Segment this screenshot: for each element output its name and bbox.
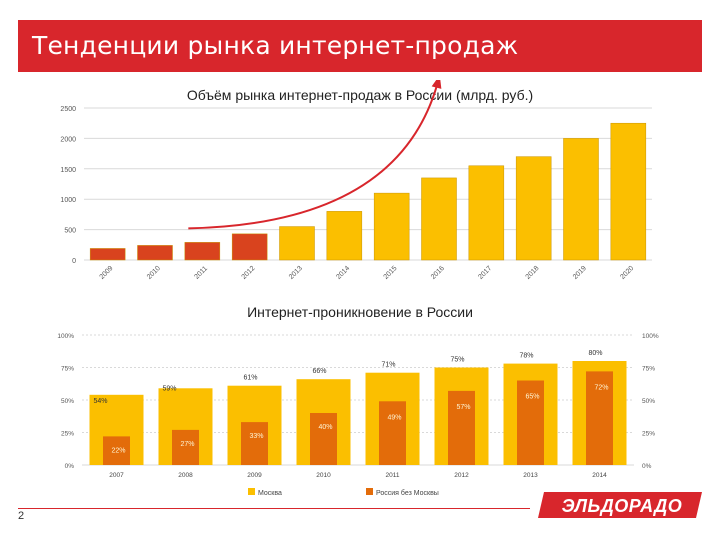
y-tick-label: 1500 xyxy=(60,167,76,174)
data-label-moscow: 80% xyxy=(588,350,602,357)
trend-arrow-head xyxy=(431,80,442,89)
svg-text:ЭЛЬДОРАДО: ЭЛЬДОРАДО xyxy=(562,496,683,516)
legend-swatch-moscow xyxy=(248,488,255,495)
x-tick-label: 2014 xyxy=(592,472,607,479)
bar xyxy=(563,138,599,261)
data-label-russia: 49% xyxy=(387,414,401,421)
x-tick-label: 2013 xyxy=(523,472,538,479)
data-label-russia: 72% xyxy=(594,384,608,391)
data-label-russia: 33% xyxy=(249,433,263,440)
bar xyxy=(231,233,268,261)
y-tick-label-right: 25% xyxy=(642,431,655,438)
x-tick-label: 2010 xyxy=(146,265,162,281)
internet-penetration-chart: Интернет-проникновение в России 54% 22% 20… xyxy=(57,304,659,497)
y-tick-label: 0 xyxy=(72,258,76,265)
bar xyxy=(373,192,410,261)
data-label-russia: 40% xyxy=(318,424,332,431)
chart1-title: Объём рынка интернет-продаж в России (мл… xyxy=(187,87,533,103)
bar xyxy=(137,245,173,261)
bar-russia-excl-moscow xyxy=(379,401,406,465)
x-tick-label: 2018 xyxy=(525,265,541,281)
bar xyxy=(326,211,363,261)
x-tick-label: 2008 xyxy=(178,472,193,479)
data-label-russia: 57% xyxy=(456,404,470,411)
x-tick-label: 2017 xyxy=(477,265,493,281)
bar-russia-excl-moscow xyxy=(241,422,268,465)
trend-arrow xyxy=(188,80,440,230)
data-label-russia: 27% xyxy=(180,441,194,448)
legend-label-russia: Россия без Москвы xyxy=(376,489,439,497)
bar xyxy=(421,177,457,261)
x-tick-label: 2020 xyxy=(619,265,635,281)
bar-russia-excl-moscow xyxy=(103,436,130,465)
data-label-russia: 22% xyxy=(111,447,125,454)
data-label-moscow: 54% xyxy=(93,398,107,405)
title-bar: Тенденции рынка интернет-продаж xyxy=(18,20,702,72)
data-label-moscow: 66% xyxy=(312,368,326,375)
y-tick-label-right: 50% xyxy=(642,398,655,405)
eldorado-logo: ЭЛЬДОРАДО xyxy=(538,492,702,518)
x-tick-label: 2009 xyxy=(247,472,262,479)
page-number: 2 xyxy=(18,510,25,522)
x-tick-label: 2012 xyxy=(454,472,469,479)
y-tick-label-right: 0% xyxy=(642,463,652,470)
bar xyxy=(515,156,552,261)
bar-russia-excl-moscow xyxy=(586,371,613,465)
y-tick-label-right: 75% xyxy=(642,366,655,373)
legend-swatch-russia xyxy=(366,488,373,495)
y-tick-label-left: 75% xyxy=(61,366,74,373)
y-tick-label-left: 50% xyxy=(61,398,74,405)
x-tick-label: 2014 xyxy=(335,265,351,281)
y-tick-label-left: 0% xyxy=(65,463,75,470)
slide-title: Тенденции рынка интернет-продаж xyxy=(32,31,519,60)
x-tick-label: 2009 xyxy=(99,265,115,281)
bar xyxy=(279,226,315,261)
legend-label-moscow: Москва xyxy=(258,490,282,497)
x-tick-label: 2016 xyxy=(430,265,446,281)
y-tick-label: 1000 xyxy=(60,197,76,204)
y-tick-label-left: 25% xyxy=(61,431,74,438)
market-volume-chart: Объём рынка интернет-продаж в России (мл… xyxy=(60,80,652,281)
y-tick-label: 2500 xyxy=(60,106,76,113)
y-tick-label-right: 100% xyxy=(642,333,659,340)
x-tick-label: 2011 xyxy=(386,472,400,479)
y-tick-label: 2000 xyxy=(60,136,76,143)
x-tick-label: 2011 xyxy=(193,265,209,281)
data-label-moscow: 61% xyxy=(243,375,257,382)
x-tick-label: 2010 xyxy=(316,472,331,479)
data-label-moscow: 75% xyxy=(450,357,464,364)
x-tick-label: 2019 xyxy=(572,265,588,281)
data-label-russia: 65% xyxy=(525,394,539,401)
bar-russia-excl-moscow xyxy=(172,429,199,465)
x-tick-label: 2015 xyxy=(383,265,399,281)
bar-russia-excl-moscow xyxy=(448,390,475,465)
data-label-moscow: 71% xyxy=(381,362,395,369)
bar-russia-excl-moscow xyxy=(310,413,337,465)
x-tick-label: 2012 xyxy=(241,265,257,281)
y-tick-label-left: 100% xyxy=(57,333,74,340)
bar xyxy=(468,165,505,261)
data-label-moscow: 59% xyxy=(162,385,176,392)
footer-divider xyxy=(18,508,530,509)
x-tick-label: 2007 xyxy=(109,472,124,479)
x-tick-label: 2013 xyxy=(288,265,304,281)
chart2-title: Интернет-проникновение в России xyxy=(247,304,473,320)
data-label-moscow: 78% xyxy=(519,353,533,360)
bar xyxy=(610,122,647,261)
bar xyxy=(89,248,126,261)
bar xyxy=(184,242,221,261)
bar-russia-excl-moscow xyxy=(517,380,544,465)
y-tick-label: 500 xyxy=(64,228,76,235)
